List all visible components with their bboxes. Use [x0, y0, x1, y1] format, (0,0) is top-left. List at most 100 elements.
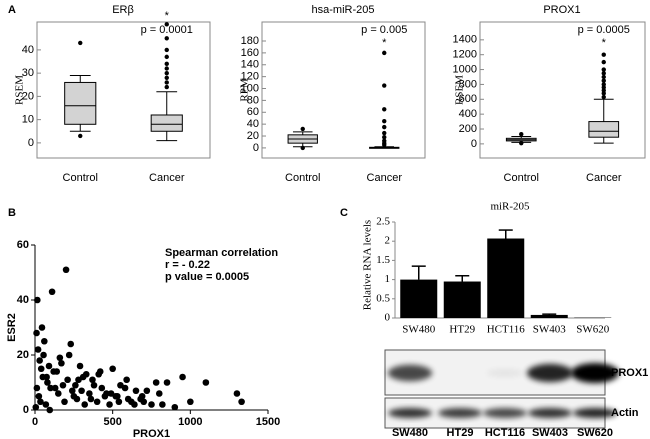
blot-band [438, 408, 482, 418]
outlier [164, 84, 169, 90]
point [106, 401, 113, 408]
point [62, 266, 70, 274]
point [56, 354, 64, 362]
point [73, 395, 81, 403]
outlier [382, 83, 387, 88]
outlier [382, 50, 387, 56]
x-tick-label: 1500 [256, 416, 280, 428]
point [61, 398, 68, 406]
lane-label: SW620 [577, 427, 613, 439]
x-tick-label: 0 [32, 416, 38, 428]
outlier [164, 80, 169, 85]
outlier [382, 135, 387, 140]
point [59, 381, 67, 389]
outlier [601, 82, 606, 87]
y-tick-label: 100 [241, 82, 259, 94]
y-tick-label: 10 [22, 114, 34, 126]
point [132, 387, 140, 395]
y-tick-label: 60 [247, 106, 259, 118]
y-tick-label: 60 [17, 239, 29, 251]
annotation: p value = 0.0005 [165, 271, 249, 283]
significance: * [165, 10, 170, 22]
outlier [382, 138, 387, 143]
y-axis-label: RPM [239, 78, 251, 101]
point [36, 357, 43, 364]
y-tick-label: 180 [241, 35, 259, 47]
point [79, 373, 87, 381]
y-tick-label: 20 [17, 349, 29, 361]
plot-frame [36, 21, 211, 159]
outlier [519, 132, 524, 137]
outlier [382, 118, 387, 124]
point [107, 390, 115, 397]
point [46, 406, 54, 414]
point [89, 376, 96, 384]
point [115, 398, 123, 406]
row-label: Actin [611, 407, 639, 419]
point [65, 351, 73, 359]
outlier [601, 94, 606, 100]
bar [530, 314, 568, 318]
point [171, 403, 179, 411]
y-tick-label: 40 [22, 44, 34, 56]
point [179, 373, 186, 381]
blot-band [486, 368, 524, 378]
point [109, 365, 116, 373]
y-axis-label: RSEM [454, 75, 466, 105]
point [238, 398, 245, 406]
y-tick-label: 2 [385, 235, 391, 247]
y-tick-label: 200 [459, 123, 477, 135]
outlier [164, 75, 169, 80]
outlier [164, 22, 169, 27]
annotation: r = - 0.22 [165, 259, 210, 271]
point [159, 401, 166, 408]
bar [487, 238, 525, 318]
point [42, 401, 50, 408]
x-tick-label: HT29 [449, 324, 475, 336]
y-tick-label: 30 [22, 67, 34, 79]
y-tick-label: 40 [247, 118, 259, 130]
point [90, 381, 98, 389]
y-axis-label: ESR2 [6, 313, 18, 342]
point [47, 384, 54, 392]
point [33, 329, 40, 337]
point [34, 346, 42, 353]
point [45, 362, 53, 370]
point [35, 392, 43, 400]
blot-band [388, 408, 432, 418]
outlier [164, 70, 169, 76]
lane-label: SW403 [532, 427, 568, 439]
point [101, 392, 109, 400]
y-tick-label: 1400 [453, 34, 477, 46]
y-axis-label: Relative RNA levels [362, 220, 374, 310]
lane-label: HT29 [447, 427, 474, 439]
y-tick-label: 400 [459, 108, 477, 120]
y-tick-label: 40 [17, 294, 29, 306]
panel-label: A [8, 4, 16, 16]
y-tick-label: 0 [385, 312, 391, 324]
point [32, 403, 40, 411]
y-tick-label: 1200 [453, 49, 477, 61]
plot-frame [479, 21, 646, 159]
point [41, 337, 48, 345]
point [187, 398, 194, 406]
point [58, 359, 65, 367]
outlier [601, 59, 606, 65]
y-axis-label: RSEM [14, 75, 26, 105]
outlier [164, 66, 169, 71]
point [86, 390, 93, 397]
outlier [601, 78, 606, 83]
box [150, 114, 183, 132]
outlier [382, 124, 387, 130]
row-label: PROX1 [611, 367, 648, 379]
point [55, 390, 62, 397]
annotation: Spearman correlation [165, 247, 278, 259]
point [33, 384, 41, 392]
point [38, 324, 46, 331]
y-tick-label: 140 [241, 59, 259, 71]
p-value: p = 0.0001 [141, 24, 193, 36]
x-tick-label: Control [63, 172, 98, 184]
blot-band [387, 364, 433, 382]
point [37, 365, 45, 373]
